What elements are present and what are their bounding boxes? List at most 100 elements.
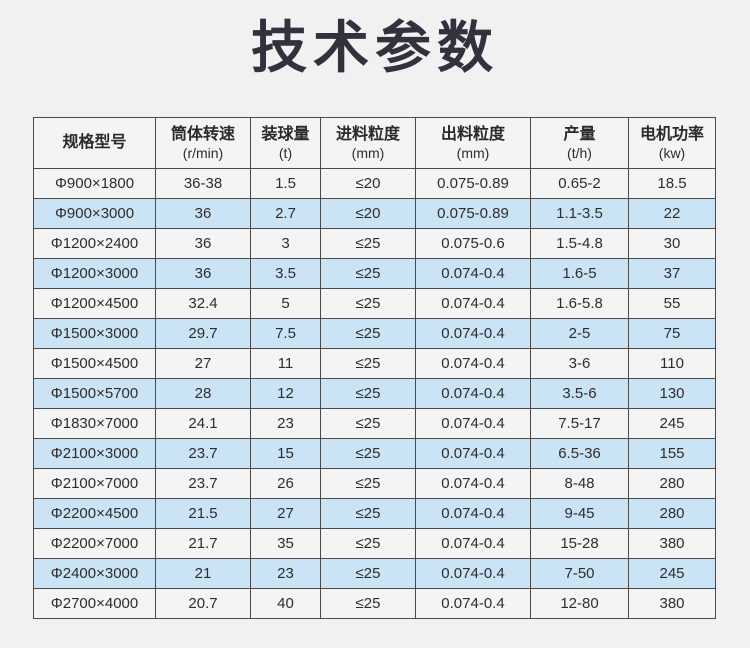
table-row: Φ2100×7000 23.7 26 ≤25 0.074-0.4 8-48 280 — [33, 468, 716, 499]
table-cell: 21.5 — [155, 498, 251, 529]
column-header-capacity: 产量 (t/h) — [530, 117, 629, 169]
table-cell: Φ2400×3000 — [33, 558, 156, 589]
table-cell: 0.074-0.4 — [415, 528, 531, 559]
table-cell: ≤25 — [320, 498, 416, 529]
column-header-unit: (r/min) — [182, 144, 224, 161]
table-cell: ≤25 — [320, 228, 416, 259]
table-cell: 5 — [250, 288, 321, 319]
table-row: Φ2200×7000 21.7 35 ≤25 0.074-0.4 15-28 380 — [33, 528, 716, 559]
table-cell: 36-38 — [155, 168, 251, 199]
table-cell: 3.5-6 — [530, 378, 629, 409]
table-cell: Φ1500×3000 — [33, 318, 156, 349]
table-cell: 15-28 — [530, 528, 629, 559]
table-row: Φ1200×4500 32.4 5 ≤25 0.074-0.4 1.6-5.8 55 — [33, 288, 716, 319]
table-cell: 1.5-4.8 — [530, 228, 629, 259]
table-cell: Φ2100×3000 — [33, 438, 156, 469]
table-cell: Φ2200×4500 — [33, 498, 156, 529]
table-cell: 27 — [250, 498, 321, 529]
table-cell: 21 — [155, 558, 251, 589]
table-row: Φ1200×3000 36 3.5 ≤25 0.074-0.4 1.6-5 37 — [33, 258, 716, 289]
table-cell: 3 — [250, 228, 321, 259]
column-header-motor-power: 电机功率 (kw) — [628, 117, 716, 169]
table-cell: 1.1-3.5 — [530, 198, 629, 229]
table-cell: 0.074-0.4 — [415, 558, 531, 589]
column-header-ball-load: 装球量 (t) — [250, 117, 321, 169]
table-cell: 37 — [628, 258, 716, 289]
table-cell: 0.074-0.4 — [415, 468, 531, 499]
table-cell: 0.074-0.4 — [415, 378, 531, 409]
table-row: Φ900×3000 36 2.7 ≤20 0.075-0.89 1.1-3.5 22 — [33, 198, 716, 229]
column-header-discharge-size: 出料粒度 (mm) — [415, 117, 531, 169]
table-cell: Φ1830×7000 — [33, 408, 156, 439]
table-cell: 130 — [628, 378, 716, 409]
table-cell: 0.65-2 — [530, 168, 629, 199]
table-cell: 0.074-0.4 — [415, 438, 531, 469]
table-cell: 12 — [250, 378, 321, 409]
table-cell: 380 — [628, 528, 716, 559]
table-cell: 3.5 — [250, 258, 321, 289]
table-cell: 7-50 — [530, 558, 629, 589]
parameters-table: 规格型号 筒体转速 (r/min) 装球量 (t) 进料粒度 (mm) 出料粒度 (mm) 产量(… — [33, 117, 716, 619]
table-cell: 245 — [628, 558, 716, 589]
table-cell: ≤25 — [320, 348, 416, 379]
table-cell: Φ900×3000 — [33, 198, 156, 229]
table-row: Φ2100×3000 23.7 15 ≤25 0.074-0.4 6.5-36 155 — [33, 438, 716, 469]
column-header-unit: (kw) — [658, 144, 686, 161]
table-cell: 1.6-5.8 — [530, 288, 629, 319]
table-cell: 8-48 — [530, 468, 629, 499]
table-cell: 36 — [155, 258, 251, 289]
table-cell: 23.7 — [155, 438, 251, 469]
column-header-label: 产量 — [563, 125, 596, 143]
page-title: 技术参数 — [251, 15, 499, 81]
column-header-feed-size: 进料粒度 (mm) — [320, 117, 416, 169]
table-cell: 23 — [250, 408, 321, 439]
table-row: Φ2200×4500 21.5 27 ≤25 0.074-0.4 9-45 280 — [33, 498, 716, 529]
column-header-cylinder-speed: 筒体转速 (r/min) — [155, 117, 251, 169]
table-cell: 110 — [628, 348, 716, 379]
table-row: Φ2700×4000 20.7 40 ≤25 0.074-0.4 12-80 380 — [33, 588, 716, 619]
table-cell: 280 — [628, 498, 716, 529]
table-header-row: 规格型号 筒体转速 (r/min) 装球量 (t) 进料粒度 (mm) 出料粒度 (mm) 产量(… — [33, 117, 716, 169]
table-cell: 1.6-5 — [530, 258, 629, 289]
table-cell: Φ1200×3000 — [33, 258, 156, 289]
table-cell: 11 — [250, 348, 321, 379]
table-cell: Φ2700×4000 — [33, 588, 156, 619]
table-cell: 29.7 — [155, 318, 251, 349]
table-cell: ≤25 — [320, 378, 416, 409]
table-cell: Φ1500×4500 — [33, 348, 156, 379]
column-header-spec-model: 规格型号 — [33, 117, 156, 169]
table-cell: 36 — [155, 198, 251, 229]
column-header-unit: (t/h) — [567, 144, 592, 161]
table-cell: 0.074-0.4 — [415, 348, 531, 379]
table-cell: 0.075-0.89 — [415, 198, 531, 229]
table-cell: ≤25 — [320, 588, 416, 619]
table-cell: 35 — [250, 528, 321, 559]
table-cell: 245 — [628, 408, 716, 439]
table-cell: 7.5-17 — [530, 408, 629, 439]
column-header-label: 出料粒度 — [440, 125, 505, 143]
column-header-label: 进料粒度 — [335, 125, 400, 143]
table-cell: 18.5 — [628, 168, 716, 199]
table-cell: 30 — [628, 228, 716, 259]
table-cell: 27 — [155, 348, 251, 379]
table-cell: ≤25 — [320, 288, 416, 319]
table-cell: 3-6 — [530, 348, 629, 379]
table-cell: ≤25 — [320, 408, 416, 439]
table-cell: Φ2100×7000 — [33, 468, 156, 499]
table-row: Φ1500×5700 28 12 ≤25 0.074-0.4 3.5-6 130 — [33, 378, 716, 409]
table-cell: 36 — [155, 228, 251, 259]
table-cell: 0.074-0.4 — [415, 318, 531, 349]
table-cell: Φ2200×7000 — [33, 528, 156, 559]
table-cell: 26 — [250, 468, 321, 499]
table-cell: 23 — [250, 558, 321, 589]
column-header-label: 电机功率 — [639, 125, 704, 143]
table-row: Φ2400×3000 21 23 ≤25 0.074-0.4 7-50 245 — [33, 558, 716, 589]
table-cell: 6.5-36 — [530, 438, 629, 469]
table-cell: 40 — [250, 588, 321, 619]
table-cell: 2-5 — [530, 318, 629, 349]
table-cell: Φ1200×2400 — [33, 228, 156, 259]
table-cell: 0.074-0.4 — [415, 408, 531, 439]
table-row: Φ1830×7000 24.1 23 ≤25 0.074-0.4 7.5-17 245 — [33, 408, 716, 439]
table-row: Φ1500×4500 27 11 ≤25 0.074-0.4 3-6 110 — [33, 348, 716, 379]
table-cell: ≤25 — [320, 318, 416, 349]
